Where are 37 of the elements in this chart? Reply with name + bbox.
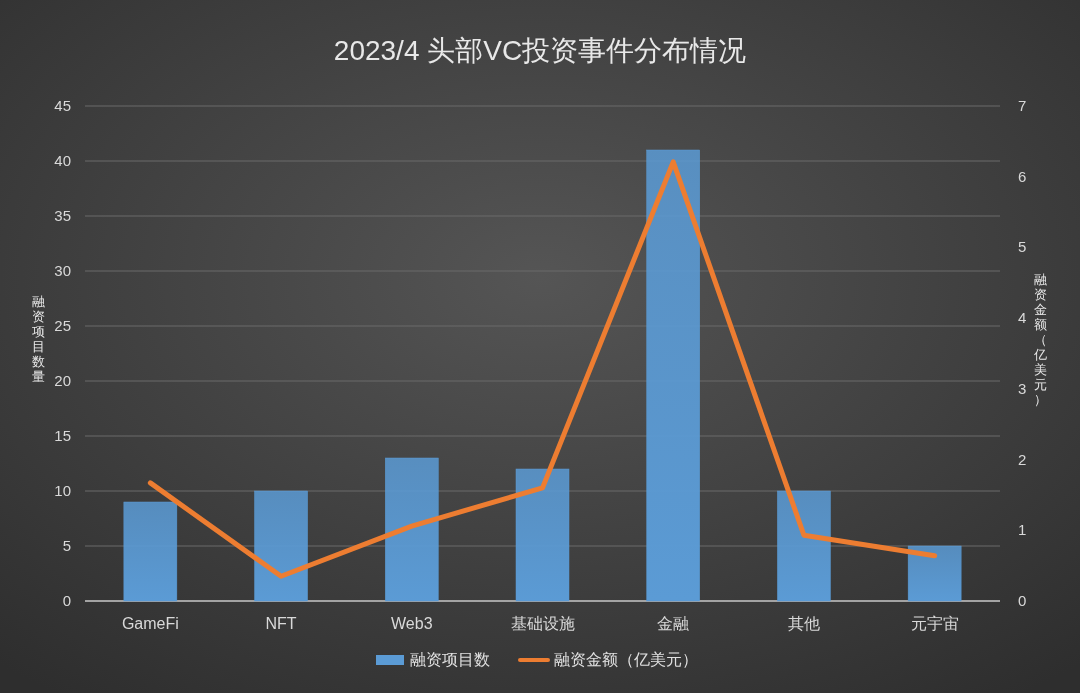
bar <box>646 149 700 602</box>
y-tick-label: 45 <box>54 97 71 114</box>
y2-tick-label: 1 <box>1018 521 1027 539</box>
y-tick-label: 10 <box>54 482 71 499</box>
bar <box>123 501 178 602</box>
y2-tick-label: 2 <box>1018 450 1027 468</box>
bar <box>777 490 831 602</box>
chart-title: 2023/4 头部VC投资事件分布情况 <box>333 35 747 66</box>
y2-tick-label: 3 <box>1018 379 1027 397</box>
y2-tick-label: 4 <box>1018 309 1027 327</box>
legend-label: 融资金额（亿美元） <box>554 651 698 668</box>
x-tick-label: 元宇宙 <box>910 615 959 632</box>
y-tick-label: 5 <box>62 537 71 554</box>
y2-tick-label: 0 <box>1018 592 1027 609</box>
x-tick-label: 金融 <box>657 615 690 632</box>
legend-label: 融资项目数 <box>410 651 490 668</box>
y-tick-label: 30 <box>54 262 71 279</box>
y2-tick-label: 7 <box>1018 97 1027 114</box>
y-tick-label: 20 <box>54 372 71 389</box>
text: 融资金额（亿美元） <box>1033 271 1047 407</box>
bar <box>254 490 308 602</box>
y-tick-label: 15 <box>54 427 71 444</box>
bar <box>907 545 962 602</box>
y-tick-label: 40 <box>54 152 71 169</box>
bar <box>385 457 439 602</box>
y-tick-label: 35 <box>54 207 71 224</box>
x-tick-label: GameFi <box>121 615 179 632</box>
y-axis-title: 融资项目数量 <box>31 294 45 384</box>
x-tick-label: 基础设施 <box>510 615 575 632</box>
y2-tick-label: 6 <box>1018 167 1027 185</box>
x-tick-label: 其他 <box>787 615 820 632</box>
y-tick-label: 25 <box>54 317 71 334</box>
x-tick-label: NFT <box>265 615 297 632</box>
x-tick-label: Web3 <box>391 615 433 632</box>
y-tick-label: 0 <box>62 592 71 609</box>
bar <box>515 468 570 602</box>
y2-tick-label: 5 <box>1018 238 1027 256</box>
